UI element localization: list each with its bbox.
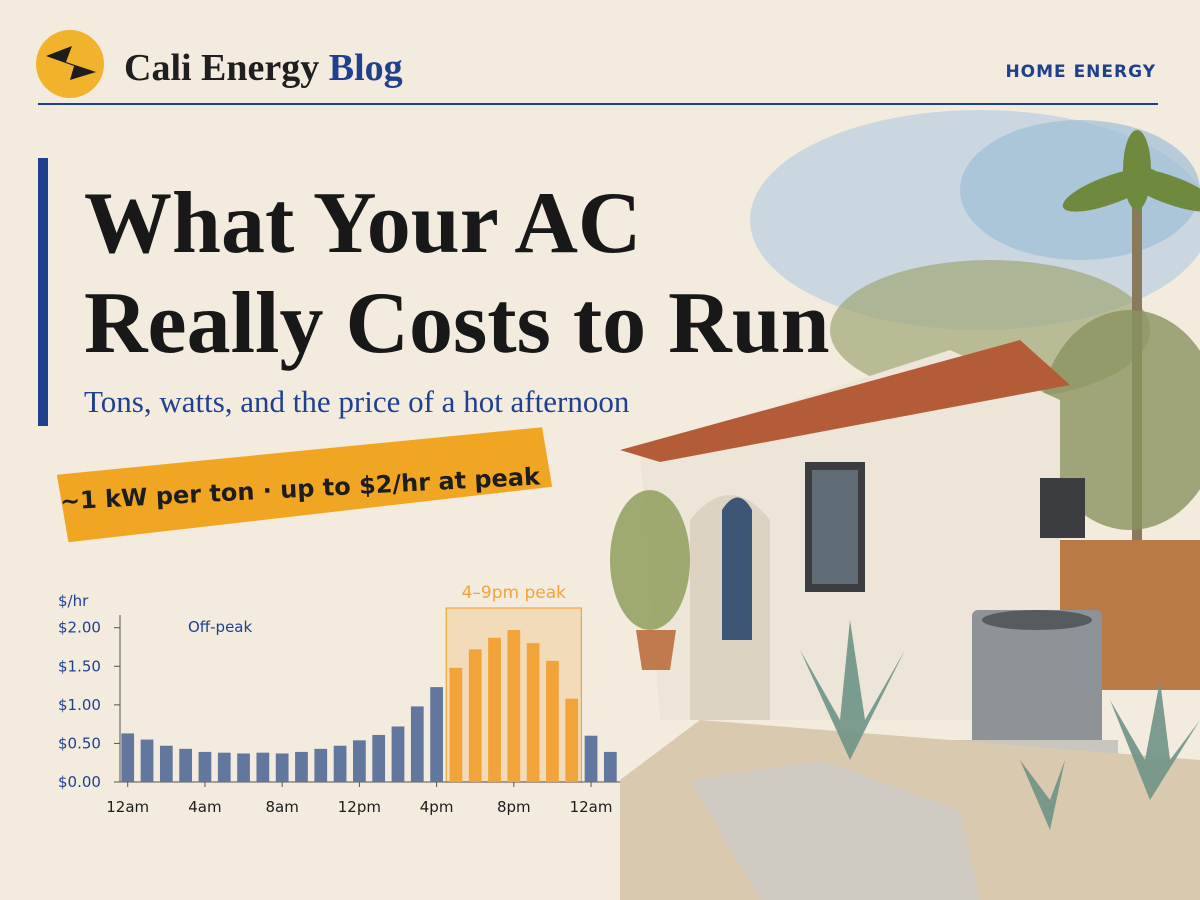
y-tick-label: $0.00 <box>58 773 101 791</box>
bar <box>391 726 405 782</box>
bar <box>275 753 289 782</box>
bar <box>468 649 482 782</box>
section-link[interactable]: HOME ENERGY <box>1005 62 1156 82</box>
bar <box>237 753 250 782</box>
bar <box>295 751 308 782</box>
x-tick-label: 12pm <box>338 798 381 816</box>
bar <box>603 751 617 782</box>
callout-tape <box>56 427 553 543</box>
x-tick-label: 4pm <box>420 798 454 816</box>
y-tick-label: $0.50 <box>58 734 101 752</box>
bar <box>449 667 463 782</box>
bar <box>256 752 270 782</box>
bar <box>488 637 501 782</box>
x-tick-label: 8pm <box>497 798 531 816</box>
brand: Cali Energy <box>124 47 329 89</box>
site-header: Cali Energy Blog HOME ENERGY <box>36 30 1158 105</box>
y-tick-label: $2.00 <box>58 619 101 637</box>
illustration <box>610 110 1200 900</box>
title-line: Really Costs to Run <box>84 275 830 372</box>
y-axis-label: $/hr <box>58 592 89 610</box>
bar <box>314 748 328 782</box>
chart: 4–9pm peak $/hr Off-peak $0.00 $0.50 $1.00 $1.… <box>58 583 620 816</box>
title-line: What Your AC <box>84 175 641 272</box>
peak-label: 4–9pm peak <box>462 583 567 603</box>
y-tick-label: $1.50 <box>58 657 101 675</box>
brand-accent: Blog <box>329 47 403 89</box>
bar <box>507 630 521 782</box>
x-tick-label: 12am <box>570 798 613 816</box>
brand-name[interactable]: Cali Energy Blog <box>124 47 403 89</box>
logo-bolt <box>46 46 96 80</box>
bar <box>565 698 579 782</box>
bar <box>159 745 173 782</box>
y-tick-label: $1.00 <box>58 696 101 714</box>
subtitle: Tons, watts, and the price of a hot afte… <box>84 384 630 419</box>
title-bar <box>38 158 48 426</box>
bar <box>372 734 386 782</box>
x-tick-label: 8am <box>265 798 298 816</box>
bar <box>410 706 424 782</box>
x-tick-label: 4am <box>188 798 221 816</box>
bar <box>179 748 193 782</box>
x-tick-label: 12am <box>106 798 149 816</box>
bar <box>121 733 135 782</box>
bar <box>546 660 559 782</box>
bar <box>140 739 154 782</box>
bar <box>353 740 366 782</box>
bar <box>333 745 347 782</box>
bar <box>526 643 540 782</box>
bar <box>584 735 598 782</box>
annotation: Off-peak <box>188 618 252 636</box>
bar <box>430 687 443 782</box>
bar <box>217 752 231 782</box>
bar <box>198 751 212 782</box>
